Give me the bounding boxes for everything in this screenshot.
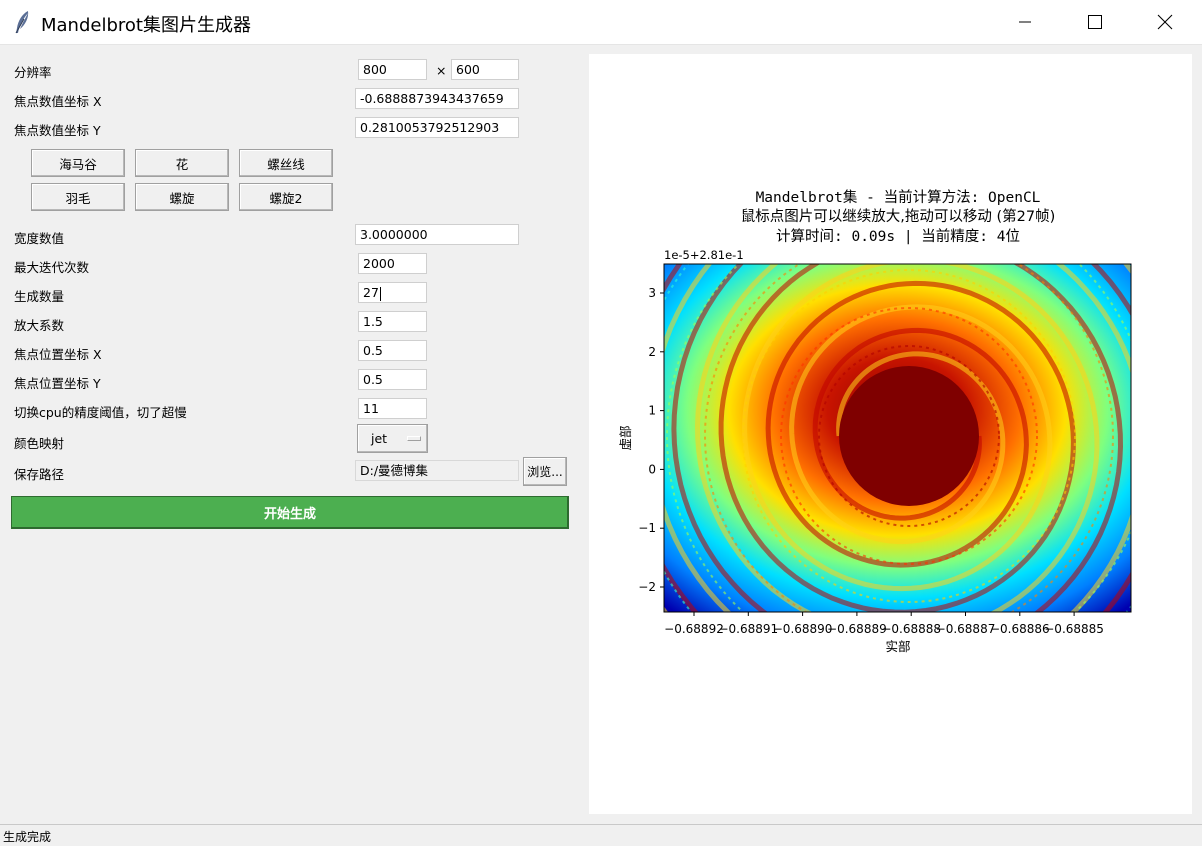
dropdown-indicator-icon (407, 436, 421, 441)
maximize-icon (1088, 15, 1102, 29)
max-iter-input[interactable]: 2000 (358, 253, 427, 274)
save-path-label: 保存路径 (14, 467, 65, 482)
focus-pos-y-label: 焦点位置坐标 Y (14, 376, 101, 391)
maximize-button[interactable] (1072, 0, 1118, 44)
close-button[interactable] (1142, 0, 1188, 44)
plot-figure[interactable]: Mandelbrot集 - 当前计算方法: OpenCL 鼠标点图片可以继续放大… (589, 54, 1192, 814)
focus-pos-x-input[interactable]: 0.5 (358, 340, 427, 361)
y-tick-label: 2 (648, 345, 656, 359)
preset-flower-button[interactable]: 花 (135, 149, 229, 177)
colormap-select[interactable]: jet (357, 424, 428, 453)
focus-value-y-input[interactable]: 0.2810053792512903 (355, 117, 519, 138)
plot-frame (663, 263, 1132, 613)
fractal-texture-ring (704, 264, 1114, 612)
focus-value-y-label: 焦点数值坐标 Y (14, 123, 101, 138)
browse-button[interactable]: 浏览... (523, 457, 567, 486)
y-offset-label: 1e-5+2.81e-1 (664, 248, 744, 262)
title-bar: Mandelbrot集图片生成器 (0, 0, 1202, 45)
status-text: 生成完成 (3, 830, 52, 844)
x-axis: −0.68892−0.68891−0.68890−0.68889−0.68888… (664, 612, 1104, 636)
max-iter-label: 最大迭代次数 (14, 260, 90, 275)
mandelbrot-image[interactable] (589, 71, 1192, 800)
colormap-label: 颜色映射 (14, 436, 65, 451)
x-tick-label: −0.68887 (936, 622, 996, 636)
spiral-arm (664, 264, 1131, 612)
minimize-icon (1019, 21, 1031, 23)
minimize-button[interactable] (1002, 0, 1048, 44)
plot-title-line1: Mandelbrot集 - 当前计算方法: OpenCL (756, 189, 1041, 206)
status-bar: 生成完成 (0, 824, 1202, 846)
zoom-factor-input[interactable]: 1.5 (358, 311, 427, 332)
y-axis-label: 虚部 (618, 425, 633, 450)
preset-seahorse-valley-button[interactable]: 海马谷 (31, 149, 125, 177)
x-tick-label: −0.68890 (773, 622, 833, 636)
width-value-input[interactable]: 3.0000000 (355, 224, 519, 245)
x-axis-label: 实部 (885, 639, 910, 654)
focus-value-x-input[interactable]: -0.6888873943437659 (355, 88, 519, 109)
focus-value-x-label: 焦点数值坐标 X (14, 94, 102, 109)
window-title: Mandelbrot集图片生成器 (41, 15, 251, 36)
start-generate-button[interactable]: 开始生成 (11, 496, 569, 529)
fractal-texture-ring (780, 307, 1038, 565)
y-tick-label: 1 (648, 404, 656, 418)
plot-canvas[interactable]: Mandelbrot集 - 当前计算方法: OpenCL 鼠标点图片可以继续放大… (589, 54, 1192, 814)
width-value-label: 宽度数值 (14, 231, 65, 246)
preset-spiral2-button[interactable]: 螺旋2 (239, 183, 333, 211)
feather-icon (15, 11, 29, 34)
plot-title-line2: 鼠标点图片可以继续放大,拖动可以移动 (第27帧) (741, 207, 1055, 225)
x-tick-label: −0.68889 (827, 622, 887, 636)
y-axis: 3 2 1 0 −1 −2 (638, 286, 664, 594)
text-cursor (379, 286, 381, 301)
cpu-threshold-input[interactable]: 11 (358, 398, 427, 419)
resolution-label: 分辨率 (14, 65, 52, 80)
zoom-factor-label: 放大系数 (14, 318, 65, 333)
colormap-value: jet (371, 431, 388, 446)
y-tick-label: −1 (638, 521, 656, 535)
x-tick-label: −0.68892 (664, 622, 724, 636)
resolution-width-input[interactable]: 800 (358, 59, 427, 80)
x-tick-label: −0.68888 (881, 622, 941, 636)
fractal-texture-ring (818, 345, 1000, 527)
preset-screw-thread-button[interactable]: 螺丝线 (239, 149, 333, 177)
y-tick-label: 3 (648, 286, 656, 300)
preset-feather-button[interactable]: 羽毛 (31, 183, 125, 211)
preset-spiral-button[interactable]: 螺旋 (135, 183, 229, 211)
times-sign: × (436, 63, 447, 78)
gen-count-input[interactable]: 27 (358, 282, 427, 303)
gen-count-value: 27 (363, 285, 379, 300)
resolution-height-input[interactable]: 600 (451, 59, 519, 80)
x-tick-label: −0.68885 (1044, 622, 1104, 636)
y-tick-label: 0 (648, 462, 656, 476)
focus-pos-y-input[interactable]: 0.5 (358, 369, 427, 390)
plot-title-line3: 计算时间: 0.09s | 当前精度: 4位 (776, 228, 1020, 245)
fractal-texture-ring (742, 269, 1076, 603)
mandelbrot-core (839, 366, 979, 506)
x-tick-label: −0.68886 (990, 622, 1050, 636)
save-path-input[interactable]: D:/曼德博集 (355, 460, 519, 481)
y-tick-label: −2 (638, 580, 656, 594)
gen-count-label: 生成数量 (14, 289, 65, 304)
x-tick-label: −0.68891 (718, 622, 778, 636)
close-icon (1157, 14, 1173, 30)
focus-pos-x-label: 焦点位置坐标 X (14, 347, 102, 362)
spiral-arm (664, 264, 1131, 612)
cpu-threshold-label: 切换cpu的精度阈值，切了超慢 (14, 405, 187, 420)
